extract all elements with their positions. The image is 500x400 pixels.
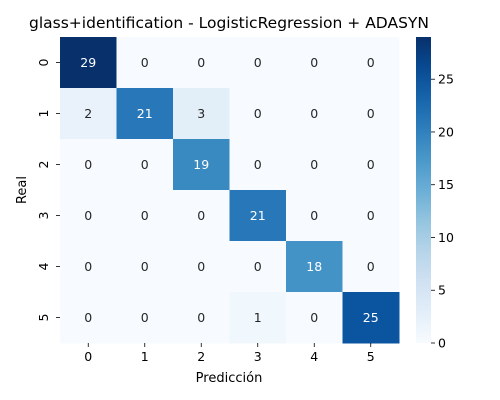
cell-value-label: 0	[141, 208, 149, 223]
cell-value-label: 0	[141, 55, 149, 70]
heatmap-cell	[229, 241, 287, 293]
x-tick-label: 0	[84, 349, 92, 364]
heatmap-cell	[342, 37, 400, 89]
heatmap-cell	[173, 190, 230, 242]
heatmap-cell	[116, 88, 174, 140]
cell-value-label: 0	[254, 55, 262, 70]
heatmap-cell	[286, 88, 343, 140]
heatmap-cell	[116, 190, 174, 242]
cell-value-label: 0	[141, 310, 149, 325]
cell-value-label: 25	[363, 310, 379, 325]
y-tick-label: 3	[36, 212, 51, 220]
cell-value-label: 0	[197, 208, 205, 223]
heatmap-cell	[60, 139, 117, 191]
heatmap-cell	[229, 37, 287, 89]
heatmap-cell	[342, 88, 400, 140]
cell-value-label: 0	[254, 259, 262, 274]
cell-value-label: 2	[84, 106, 92, 121]
heatmap-cell	[173, 139, 230, 191]
y-axis-ticks: 0 1 2 3 4 5	[36, 58, 60, 321]
cell-value-label: 0	[310, 310, 318, 325]
cell-value-label: 0	[197, 310, 205, 325]
heatmap-cell	[173, 88, 230, 140]
x-tick-label: 4	[310, 349, 318, 364]
cell-value-label: 0	[310, 55, 318, 70]
x-tick-label: 5	[367, 349, 375, 364]
cell-value-label: 0	[197, 55, 205, 70]
cell-value-label: 19	[193, 157, 209, 172]
heatmap-cell	[116, 139, 174, 191]
cell-value-label: 0	[254, 157, 262, 172]
colorbar-tick-label: 25	[438, 72, 454, 87]
cell-value-label: 0	[310, 157, 318, 172]
heatmap-cell	[173, 292, 230, 344]
y-tick-label: 1	[36, 110, 51, 118]
heatmap-cell	[286, 190, 343, 242]
heatmap-cell	[60, 37, 117, 89]
chart-title: glass+identification - LogisticRegressio…	[29, 14, 429, 32]
heatmap-cell	[229, 88, 287, 140]
colorbar-tick-label: 10	[438, 230, 454, 245]
cell-value-label: 0	[367, 259, 375, 274]
colorbar: 0 5 10 15 20 25	[416, 37, 454, 351]
x-axis-ticks: 0 1 2 3 4 5	[84, 343, 375, 364]
x-tick-label: 3	[254, 349, 262, 364]
cell-value-label: 0	[141, 259, 149, 274]
x-axis-label: Predicción	[196, 371, 263, 386]
heatmap-cell	[229, 139, 287, 191]
heatmap-cell	[116, 241, 174, 293]
colorbar-tick-label: 0	[438, 336, 446, 351]
cell-value-label: 0	[84, 208, 92, 223]
cell-value-label: 3	[197, 106, 205, 121]
cell-value-label: 0	[367, 55, 375, 70]
y-tick-label: 4	[36, 262, 51, 270]
cell-value-label: 1	[254, 310, 262, 325]
cell-value-label: 0	[310, 106, 318, 121]
heatmap-cell	[60, 292, 117, 344]
cell-value-label: 21	[250, 208, 266, 223]
cell-value-label: 0	[367, 208, 375, 223]
colorbar-tick-label: 20	[438, 124, 454, 139]
heatmap-cells: 29 0 0 0 0 0 2 21 3 0 0 0 0 0 19 0 0 0 0 0 0 21 0 0 0 0 0 0 18 0 0 0 0 1 0…	[60, 37, 400, 344]
heatmap-cell	[342, 190, 400, 242]
y-axis-label: Real	[15, 176, 30, 204]
heatmap-cell	[342, 139, 400, 191]
heatmap-cell	[60, 241, 117, 293]
cell-value-label: 29	[80, 55, 96, 70]
cell-value-label: 0	[141, 157, 149, 172]
heatmap-cell	[173, 241, 230, 293]
heatmap-cell	[229, 190, 287, 242]
heatmap-cell	[173, 37, 230, 89]
heatmap-cell	[60, 190, 117, 242]
colorbar-tick-label: 5	[438, 283, 446, 298]
cell-value-label: 0	[367, 157, 375, 172]
cell-value-label: 0	[254, 106, 262, 121]
cell-value-label: 0	[197, 259, 205, 274]
heatmap-cell	[60, 88, 117, 140]
cell-value-label: 21	[137, 106, 153, 121]
heatmap-cell	[342, 292, 400, 344]
colorbar-tick-label: 15	[438, 177, 454, 192]
cell-value-label: 0	[84, 157, 92, 172]
colorbar-gradient	[416, 37, 431, 343]
heatmap-cell	[116, 292, 174, 344]
heatmap-cell	[286, 292, 343, 344]
heatmap-cell	[116, 37, 174, 89]
heatmap-cell	[229, 292, 287, 344]
y-tick-label: 0	[36, 58, 51, 66]
y-tick-label: 2	[36, 161, 51, 169]
heatmap-cell	[286, 37, 343, 89]
heatmap-cell	[342, 241, 400, 293]
x-tick-label: 1	[141, 349, 149, 364]
cell-value-label: 18	[306, 259, 322, 274]
heatmap-cell	[286, 241, 343, 293]
cell-value-label: 0	[84, 259, 92, 274]
cell-value-label: 0	[367, 106, 375, 121]
y-tick-label: 5	[36, 314, 51, 322]
cell-value-label: 0	[84, 310, 92, 325]
heatmap-cell	[286, 139, 343, 191]
x-tick-label: 2	[197, 349, 205, 364]
cell-value-label: 0	[310, 208, 318, 223]
